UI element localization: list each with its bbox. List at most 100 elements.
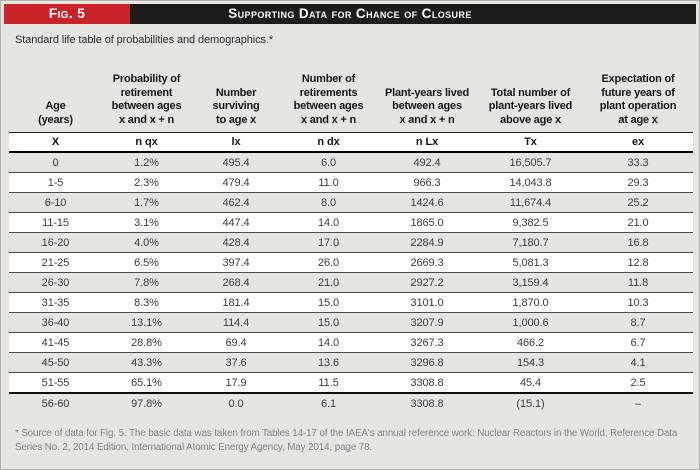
table-cell: 17.9 (191, 372, 281, 393)
table-cell: 3,159.4 (478, 272, 583, 293)
table-cell: 492.4 (376, 151, 478, 173)
symbol-cell: lx (191, 132, 281, 153)
table-cell: 0 (9, 151, 102, 173)
symbol-cell: ex (583, 132, 693, 153)
table-cell: 2927.2 (376, 272, 478, 293)
table-row: 1-5 2.3% 479.4 11.0 966.3 14,043.8 29.3 (9, 172, 693, 193)
table-row: 45-50 43.3% 37.6 13.6 3296.8 154.3 4.1 (9, 352, 693, 373)
table-cell: 4.1 (583, 352, 693, 373)
column-header: Expectation of future years of plant ope… (599, 73, 677, 126)
table-cell: 13.6 (281, 352, 376, 373)
symbol-cell: Tx (478, 132, 583, 153)
table-cell: 11-15 (9, 212, 102, 233)
table-cell: 21-25 (9, 252, 102, 273)
table-cell: 2.3% (102, 172, 191, 193)
table-cell: 181.4 (191, 292, 281, 313)
table-cell: 1,000.6 (478, 312, 583, 333)
figure-subtitle: Standard life table of probabilities and… (15, 34, 274, 46)
table-cell: 69.4 (191, 332, 281, 353)
table-cell: 8.3% (102, 292, 191, 313)
table-cell: 25.2 (583, 192, 693, 213)
table-body: 0 1.2% 495.4 6.0 492.4 16,505.7 33.3 1-5 2.3% 479… (9, 151, 693, 413)
table-row: 31-35 8.3% 181.4 15.0 3101.0 1,870.0 10.3 (9, 292, 693, 313)
table-cell: 1.2% (102, 151, 191, 173)
table-row: 0 1.2% 495.4 6.0 492.4 16,505.7 33.3 (9, 151, 693, 173)
footnote: * Source of data for Fig. 5. The basic d… (15, 428, 678, 453)
column-header: Plant-years lived between ages x and x +… (384, 86, 470, 126)
table-cell: 51-55 (9, 372, 102, 393)
table-cell: 37.6 (191, 352, 281, 373)
table-cell: 0.0 (191, 392, 281, 413)
table-cell: (15.1) (478, 392, 583, 413)
table-cell: 8.0 (281, 192, 376, 213)
table-row: 51-55 65.1% 17.9 11.5 3308.8 45.4 2.5 (9, 372, 693, 393)
life-table: Age (years) Probability of retirement bet… (9, 51, 693, 413)
table-cell: 16-20 (9, 232, 102, 253)
table-cell: 15.0 (281, 292, 376, 313)
table-row: 36-40 13.1% 114.4 15.0 3207.9 1,000.6 8.7 (9, 312, 693, 333)
table-cell: 31-35 (9, 292, 102, 313)
table-cell: 7,180.7 (478, 232, 583, 253)
table-cell: 17.0 (281, 232, 376, 253)
column-header: Age (years) (38, 100, 73, 126)
table-row: 6-10 1.7% 462.4 8.0 1424.6 11,674.4 25.2 (9, 192, 693, 213)
table-row: 21-25 6.5% 397.4 26.0 2669.3 5,081.3 12.8 (9, 252, 693, 273)
table-cell: 65.1% (102, 372, 191, 393)
table-cell: 16,505.7 (478, 151, 583, 173)
figure-label: Fig. 5 (4, 4, 130, 24)
table-row: 11-15 3.1% 447.4 14.0 1865.0 9,382.5 21.0 (9, 212, 693, 233)
table-cell: 268.4 (191, 272, 281, 293)
table-cell: 14.0 (281, 332, 376, 353)
table-cell: 2.5 (583, 372, 693, 393)
table-cell: 13.1% (102, 312, 191, 333)
column-header: Number of retirements between ages x and… (293, 73, 364, 126)
table-cell: 45.4 (478, 372, 583, 393)
table-cell: 11,674.4 (478, 192, 583, 213)
table-cell: 397.4 (191, 252, 281, 273)
table-cell: 479.4 (191, 172, 281, 193)
table-row: 26-30 7.8% 268.4 21.0 2927.2 3,159.4 11.8 (9, 272, 693, 293)
table-cell: 6.7 (583, 332, 693, 353)
table-cell: 29.3 (583, 172, 693, 193)
table-cell: 3267.3 (376, 332, 478, 353)
table-cell: 8.7 (583, 312, 693, 333)
table-row: 16-20 4.0% 428.4 17.0 2284.9 7,180.7 16.8 (9, 232, 693, 253)
table-cell: 4.0% (102, 232, 191, 253)
column-header: Total number of plant-years lived above … (488, 86, 573, 126)
column-header: Probability of retirement between ages x… (111, 73, 182, 126)
table-cell: 466.2 (478, 332, 583, 353)
table-cell: 26-30 (9, 272, 102, 293)
table-cell: 3308.8 (376, 372, 478, 393)
table-cell: 447.4 (191, 212, 281, 233)
table-cell: 3308.8 (376, 392, 478, 413)
table-cell: 462.4 (191, 192, 281, 213)
table-cell: 1,870.0 (478, 292, 583, 313)
table-cell: 6-10 (9, 192, 102, 213)
column-header: Number surviving to age x (212, 86, 260, 126)
table-cell: 33.3 (583, 151, 693, 173)
table-cell: 9,382.5 (478, 212, 583, 233)
table-cell: 10.3 (583, 292, 693, 313)
table-cell: – (583, 392, 693, 413)
table-cell: 41-45 (9, 332, 102, 353)
table-cell: 11.5 (281, 372, 376, 393)
table-cell: 14.0 (281, 212, 376, 233)
table-cell: 154.3 (478, 352, 583, 373)
figure-header-bar: Fig. 5 Supporting Data for Chance of Clo… (4, 4, 696, 24)
table-cell: 26.0 (281, 252, 376, 273)
table-cell: 45-50 (9, 352, 102, 373)
table-cell: 43.3% (102, 352, 191, 373)
table-cell: 11.8 (583, 272, 693, 293)
table-cell: 6.0 (281, 151, 376, 173)
table-row: 56-60 97.8% 0.0 6.1 3308.8 (15.1) – (9, 392, 693, 413)
symbol-cell: X (9, 132, 102, 153)
table-cell: 6.5% (102, 252, 191, 273)
table-cell: 36-40 (9, 312, 102, 333)
table-cell: 114.4 (191, 312, 281, 333)
table-cell: 2284.9 (376, 232, 478, 253)
column-header-row: Age (years) Probability of retirement bet… (9, 51, 693, 133)
table-cell: 21.0 (583, 212, 693, 233)
table-cell: 16.8 (583, 232, 693, 253)
symbol-cell: n Lx (376, 132, 478, 153)
